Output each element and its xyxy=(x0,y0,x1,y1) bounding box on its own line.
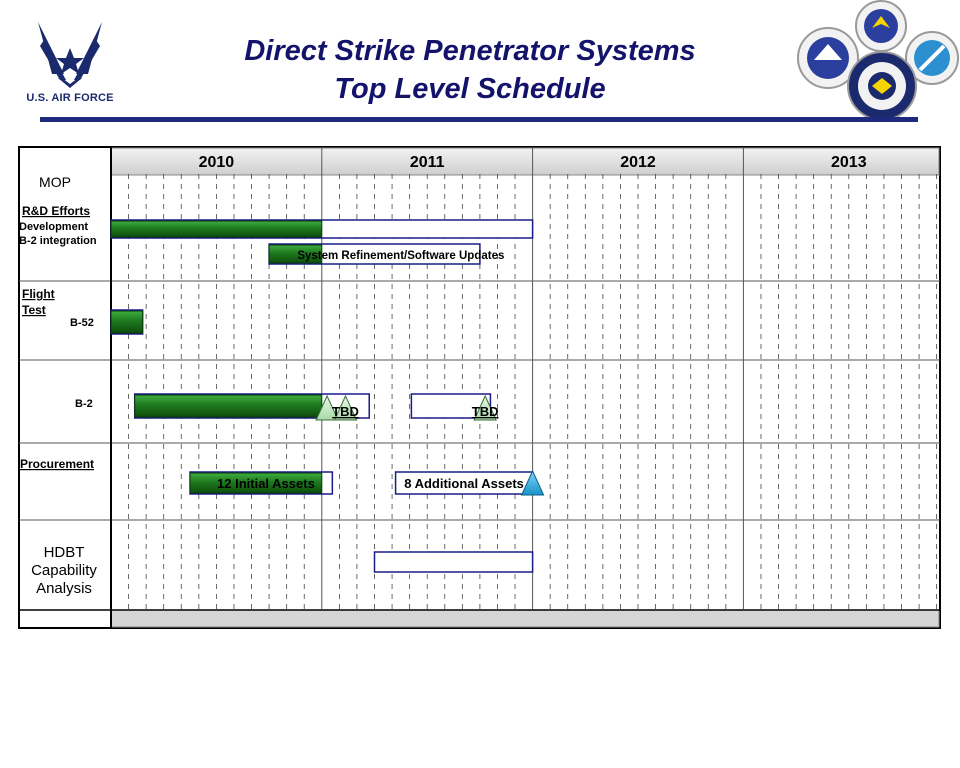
completed-bar xyxy=(110,220,323,238)
milestone-triangle-icon xyxy=(520,469,545,496)
air-force-wings-icon xyxy=(38,22,102,88)
row-label: R&D Efforts xyxy=(22,204,90,218)
milestone-triangle-icon xyxy=(333,394,358,421)
bar-label: System Refinement/Software Updates xyxy=(297,250,504,262)
completed-bar xyxy=(189,472,323,494)
row-label: B-52 xyxy=(70,317,94,329)
planned-bar xyxy=(410,393,492,419)
afrl-seal-icon xyxy=(797,27,859,89)
milestone-triangle-icon xyxy=(315,394,339,421)
year-label: 2011 xyxy=(410,154,445,171)
year-label: 2012 xyxy=(620,154,656,171)
milestone-label: TBD xyxy=(332,404,359,419)
row-label: B-2 integration xyxy=(19,235,97,247)
seals-cluster xyxy=(796,0,960,122)
bottom-band xyxy=(110,609,940,628)
air-force-logo: U.S. AIR FORCE xyxy=(14,18,126,110)
completed-bar xyxy=(268,244,323,264)
row-label: Capability xyxy=(31,562,97,579)
row-label: Test xyxy=(22,303,46,317)
title-line-1: Direct Strike Penetrator Systems xyxy=(244,35,696,67)
page-title: Direct Strike Penetrator Systems Top Lev… xyxy=(190,32,750,108)
title-line-2: Top Level Schedule xyxy=(334,73,606,105)
row-label: Procurement xyxy=(20,457,94,471)
row-label: Analysis xyxy=(36,580,92,597)
year-label: 2010 xyxy=(199,154,235,171)
planned-bar xyxy=(373,551,534,573)
row-label: B-2 xyxy=(75,398,93,410)
row-label: Development xyxy=(19,221,88,233)
year-label: 2013 xyxy=(831,154,867,171)
logo-text: U.S. AIR FORCE xyxy=(26,92,114,104)
row-label: MOP xyxy=(39,174,71,190)
milestone-triangle-icon xyxy=(473,394,497,421)
air-armament-center-seal-icon xyxy=(855,0,907,52)
year-header-band xyxy=(110,147,940,176)
row-label: Flight xyxy=(22,287,55,301)
completed-bar xyxy=(134,394,323,418)
header-rule xyxy=(40,117,918,122)
row-label: HDBT xyxy=(44,544,85,561)
milestone-label: TBD xyxy=(472,404,499,419)
bar-label: 12 Initial Assets xyxy=(217,476,315,491)
dtra-seal-icon xyxy=(847,51,917,121)
aeronautical-systems-seal-icon xyxy=(905,31,959,85)
bar-label: 8 Additional Assets xyxy=(404,476,524,491)
completed-bar xyxy=(110,310,144,334)
